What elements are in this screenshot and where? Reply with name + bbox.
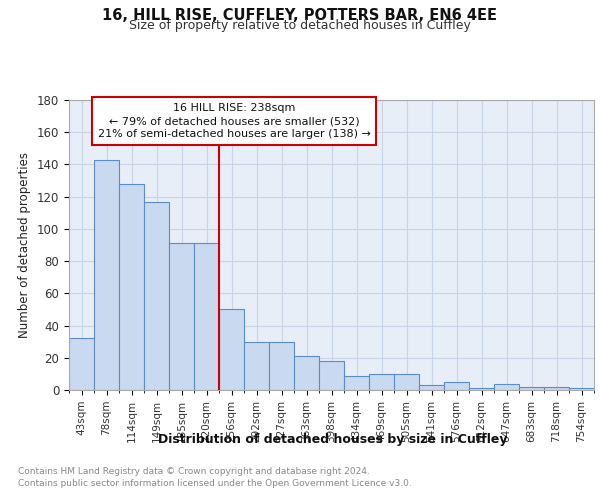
Bar: [69, 338, 94, 390]
Bar: [519, 387, 544, 390]
Text: Contains public sector information licensed under the Open Government Licence v3: Contains public sector information licen…: [18, 479, 412, 488]
Bar: [344, 376, 369, 390]
Bar: [419, 385, 444, 390]
Bar: [469, 388, 494, 390]
Bar: [294, 356, 319, 390]
Bar: [394, 374, 419, 390]
Text: 16 HILL RISE: 238sqm
← 79% of detached houses are smaller (532)
21% of semi-deta: 16 HILL RISE: 238sqm ← 79% of detached h…: [98, 103, 371, 140]
Bar: [119, 184, 144, 390]
Text: 16, HILL RISE, CUFFLEY, POTTERS BAR, EN6 4EE: 16, HILL RISE, CUFFLEY, POTTERS BAR, EN6…: [103, 8, 497, 22]
Bar: [569, 388, 594, 390]
Bar: [494, 384, 519, 390]
Bar: [219, 310, 244, 390]
Bar: [269, 342, 294, 390]
Bar: [194, 244, 219, 390]
Bar: [544, 387, 569, 390]
Bar: [94, 160, 119, 390]
Text: Contains HM Land Registry data © Crown copyright and database right 2024.: Contains HM Land Registry data © Crown c…: [18, 468, 370, 476]
Bar: [169, 244, 194, 390]
Bar: [244, 342, 269, 390]
Bar: [319, 361, 344, 390]
Text: Distribution of detached houses by size in Cuffley: Distribution of detached houses by size …: [158, 432, 508, 446]
Bar: [369, 374, 394, 390]
Bar: [444, 382, 469, 390]
Y-axis label: Number of detached properties: Number of detached properties: [19, 152, 31, 338]
Bar: [144, 202, 169, 390]
Text: Size of property relative to detached houses in Cuffley: Size of property relative to detached ho…: [129, 18, 471, 32]
